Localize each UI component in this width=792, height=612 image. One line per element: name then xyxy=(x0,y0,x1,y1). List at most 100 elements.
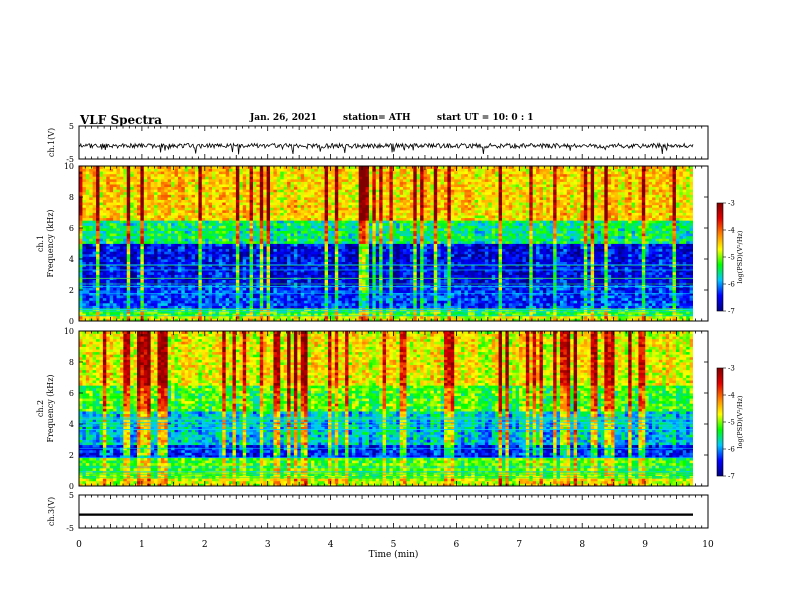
spectrogram-cell xyxy=(542,315,547,319)
spectrogram-cell xyxy=(157,256,162,260)
spectrogram-cell xyxy=(505,253,510,257)
spectrogram-cell xyxy=(205,274,210,278)
spectrogram-cell xyxy=(563,256,568,260)
spectrogram-cell xyxy=(300,310,305,314)
spectrogram-cell xyxy=(501,305,506,309)
spectrogram-cell xyxy=(665,292,670,296)
spectrogram-cell xyxy=(624,315,629,319)
spectrogram-cell xyxy=(246,259,250,262)
spectrogram-cell xyxy=(450,305,455,309)
spectrogram-cell xyxy=(177,292,182,296)
spectrogram-cell xyxy=(198,315,203,319)
spectrogram-cell xyxy=(501,297,506,301)
spectrogram-cell xyxy=(96,253,100,257)
spectrogram-cell xyxy=(481,287,486,291)
spectrogram-cell xyxy=(365,261,370,265)
spectrogram-cell xyxy=(645,300,650,304)
spectrogram-cell xyxy=(358,253,363,257)
spectrogram-cell xyxy=(600,290,605,293)
spectrogram-cell xyxy=(133,253,138,257)
spectrogram-cell xyxy=(594,310,598,314)
spectrogram-cell xyxy=(157,269,162,273)
spectrogram-cell xyxy=(652,318,656,321)
spectrogram-cell xyxy=(249,253,254,257)
spectrogram-cell xyxy=(546,259,551,262)
spectrogram-cell xyxy=(79,300,83,304)
spectrogram-cell xyxy=(92,300,97,304)
spectrogram-cell xyxy=(126,292,131,296)
spectrogram-cell xyxy=(328,290,332,293)
spectrogram-cell xyxy=(375,300,380,304)
spectrogram-cell xyxy=(392,261,397,265)
spectrogram-cell xyxy=(645,297,650,301)
spectrogram-cell xyxy=(382,271,387,275)
spectrogram-cell xyxy=(341,313,346,317)
spectrogram-cell xyxy=(686,302,690,306)
spectrogram-cell xyxy=(280,287,285,291)
spectrogram-cell xyxy=(126,313,131,317)
spectrogram-cell xyxy=(365,266,370,270)
spectrogram-cell xyxy=(658,269,663,273)
spectrogram-cell xyxy=(215,274,220,278)
spectrogram-cell xyxy=(614,290,619,293)
spectrogram-cell xyxy=(160,302,165,306)
spectrogram-cell xyxy=(321,279,325,283)
spectrogram-cell xyxy=(341,315,346,319)
spectrogram-cell xyxy=(191,266,196,270)
spectrogram-cell xyxy=(106,261,111,265)
spectrogram-cell xyxy=(413,259,418,262)
spectrogram-cell xyxy=(505,302,510,306)
spectrogram-cell xyxy=(570,274,575,278)
spectrogram-cell xyxy=(242,290,247,293)
spectrogram-cell xyxy=(375,297,380,301)
spectrogram-cell xyxy=(392,313,397,317)
spectrogram-cell xyxy=(522,290,527,293)
spectrogram-cell xyxy=(191,297,196,301)
spectrogram-cell xyxy=(597,297,602,301)
spectrogram-cell xyxy=(505,318,510,321)
spectrogram-cell xyxy=(484,287,489,291)
spectrogram-cell xyxy=(85,310,90,314)
spectrogram-cell xyxy=(79,295,83,299)
spectrogram-cell xyxy=(171,269,175,273)
spectrogram-cell xyxy=(338,256,343,260)
spectrogram-cell xyxy=(549,259,554,262)
spectrogram-cell xyxy=(341,259,346,262)
spectrogram-cell xyxy=(201,315,206,319)
spectrogram-cell xyxy=(652,300,656,304)
spectrogram-cell xyxy=(491,279,496,283)
spectrogram-cell xyxy=(113,302,117,306)
spectrogram-cell xyxy=(505,313,510,317)
spectrogram-cell xyxy=(631,271,636,275)
spectrogram-cell xyxy=(478,318,482,321)
spectrogram-cell xyxy=(256,292,261,296)
spectrogram-cell xyxy=(559,295,564,299)
spectrogram-cell xyxy=(600,295,605,299)
spectrogram-cell xyxy=(413,261,418,265)
spectrogram-cell xyxy=(79,259,83,262)
spectrogram-cell xyxy=(641,259,646,262)
spectrogram-cell xyxy=(638,318,643,321)
spectrogram-cell xyxy=(611,269,615,273)
spectrogram-cell xyxy=(290,269,295,273)
spectrogram-cell xyxy=(280,251,285,255)
spectrogram-cell xyxy=(290,313,295,317)
spectrogram-cell xyxy=(140,287,145,291)
spectrogram-cell xyxy=(225,261,230,265)
spectrogram-cell xyxy=(580,292,585,296)
spectrogram-cell xyxy=(549,271,554,275)
spectrogram-cell xyxy=(184,251,189,255)
spectrogram-cell xyxy=(188,259,192,262)
spectrogram-cell xyxy=(89,318,94,321)
spectrogram-cell xyxy=(355,305,360,309)
spectrogram-cell xyxy=(109,297,114,301)
spectrogram-cell xyxy=(140,274,145,278)
spectrogram-cell xyxy=(447,256,452,260)
spectrogram-cell xyxy=(116,315,121,319)
spectrogram-cell xyxy=(508,274,513,278)
spectrogram-cell xyxy=(423,269,428,273)
spectrogram-cell xyxy=(423,315,428,319)
spectrogram-cell xyxy=(102,313,107,317)
spectrogram-cell xyxy=(655,313,660,317)
spectrogram-cell xyxy=(669,279,673,283)
